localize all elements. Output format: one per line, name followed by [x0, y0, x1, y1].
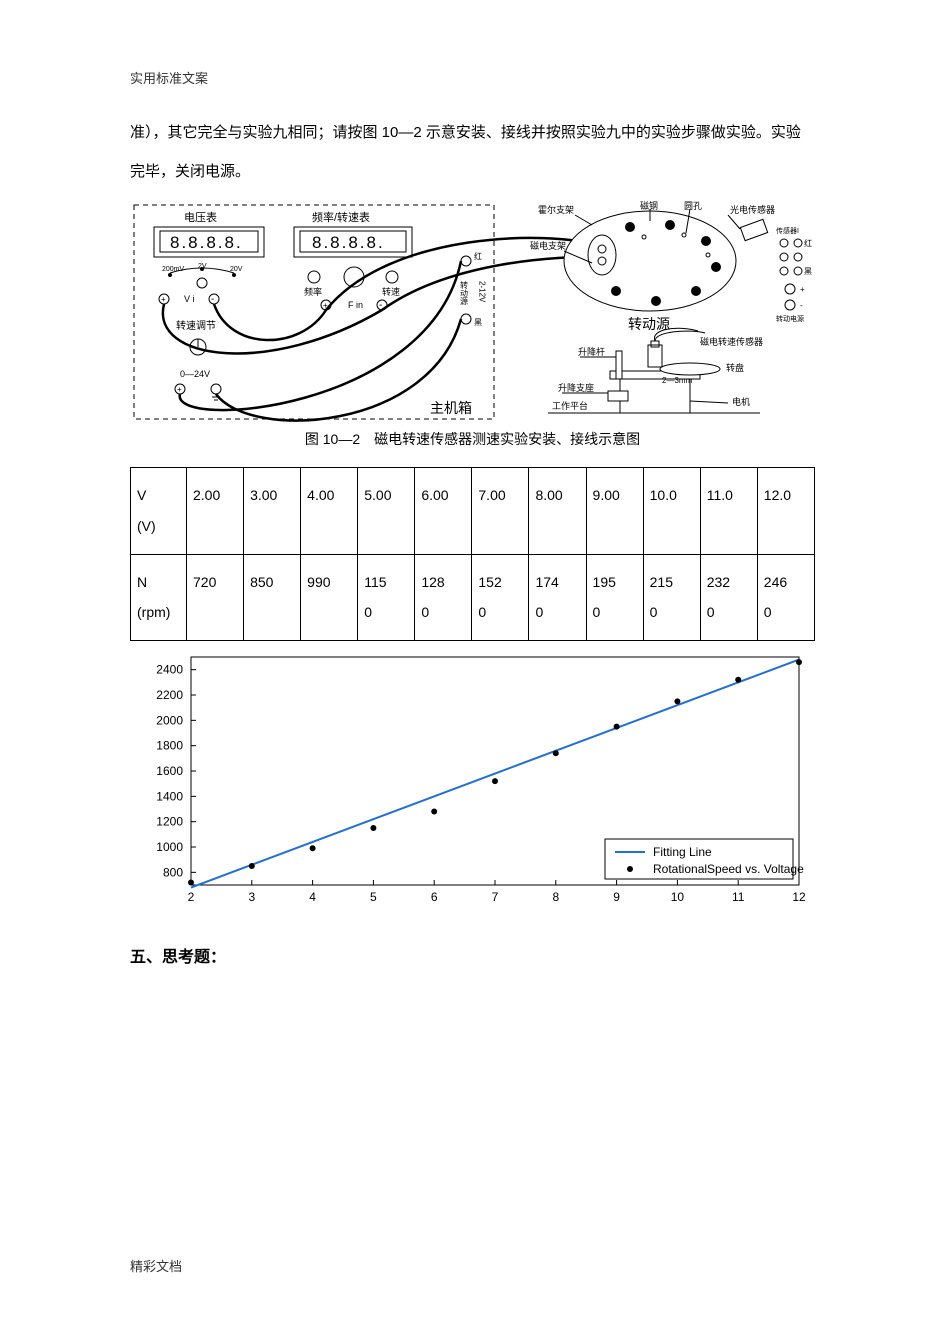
row-header-n: N(rpm)	[131, 554, 187, 641]
svg-text:0—24V: 0—24V	[180, 369, 210, 379]
svg-text:10: 10	[670, 890, 684, 904]
svg-text:11: 11	[731, 890, 744, 904]
svg-text:圆孔: 圆孔	[684, 201, 702, 211]
table-cell: 1520	[472, 554, 529, 641]
page-header: 实用标准文案	[130, 68, 815, 87]
table-row: N(rpm) 720 850 990 1150 1280 1520 1740 1…	[131, 554, 815, 641]
svg-text:2—3mm: 2—3mm	[662, 376, 693, 385]
table-cell: 5.00	[358, 468, 415, 555]
svg-text:2200: 2200	[156, 688, 183, 702]
svg-text:1800: 1800	[156, 739, 183, 753]
data-table: V(V) 2.00 3.00 4.00 5.00 6.00 7.00 8.00 …	[130, 467, 815, 641]
table-row: V(V) 2.00 3.00 4.00 5.00 6.00 7.00 8.00 …	[131, 468, 815, 555]
svg-text:V i: V i	[184, 294, 195, 304]
svg-text:光电传感器: 光电传感器	[730, 204, 775, 215]
svg-text:-: -	[211, 294, 214, 305]
svg-text:转速调节: 转速调节	[176, 319, 216, 332]
svg-text:5: 5	[370, 890, 377, 904]
svg-text:2000: 2000	[156, 714, 183, 728]
svg-text:2-12V: 2-12V	[478, 281, 487, 303]
svg-text:黑: 黑	[474, 318, 482, 327]
section-heading: 五、思考题：	[130, 943, 815, 967]
svg-text:1200: 1200	[156, 815, 183, 829]
svg-text:频率: 频率	[304, 286, 322, 297]
svg-text:4: 4	[309, 890, 316, 904]
table-cell: 2.00	[187, 468, 244, 555]
svg-text:+: +	[800, 285, 805, 294]
freq-rpm-label: 频率/转速表	[312, 210, 370, 224]
body-paragraph: 准），其它完全与实验九相同；请按图 10—2 示意安装、接线并按照实验九中的实验…	[130, 113, 815, 191]
svg-text:+: +	[177, 385, 182, 394]
main-box-label: 主机箱	[430, 400, 472, 416]
svg-text:8: 8	[552, 890, 559, 904]
svg-text:2400: 2400	[156, 663, 183, 677]
table-cell: 12.0	[757, 468, 814, 555]
table-cell: 4.00	[301, 468, 358, 555]
svg-text:-: -	[800, 301, 803, 310]
svg-text:+: +	[161, 295, 166, 304]
table-cell: 1950	[586, 554, 643, 641]
table-cell: 1280	[415, 554, 472, 641]
svg-text:RotationalSpeed vs. Voltage: RotationalSpeed vs. Voltage	[653, 862, 804, 876]
table-cell: 1150	[358, 554, 415, 641]
table-cell: 6.00	[415, 468, 472, 555]
table-cell: 850	[244, 554, 301, 641]
diagram-caption: 图 10—2 磁电转速传感器测速实验安装、接线示意图	[130, 429, 815, 449]
svg-text:工作平台: 工作平台	[552, 400, 588, 411]
svg-text:红: 红	[804, 238, 812, 248]
svg-text:1400: 1400	[156, 790, 183, 804]
svg-text:1000: 1000	[156, 840, 183, 854]
row-header-v: V(V)	[131, 468, 187, 555]
svg-text:1600: 1600	[156, 764, 183, 778]
svg-text:升降杆: 升降杆	[578, 346, 605, 357]
svg-text:12: 12	[792, 890, 806, 904]
table-cell: 3.00	[244, 468, 301, 555]
svg-text:Fitting Line: Fitting Line	[653, 845, 712, 859]
svg-text:F in: F in	[348, 300, 363, 310]
svg-text:磁电转速传感器: 磁电转速传感器	[700, 336, 763, 347]
svg-text:磁电支架: 磁电支架	[530, 240, 566, 251]
svg-text:3: 3	[248, 890, 255, 904]
rpm-voltage-chart: 800 1000 1200 1400 1600 1800 2000 2200 2400 2 3 4 5 6…	[133, 649, 813, 909]
svg-text:6: 6	[430, 890, 437, 904]
svg-text:转速: 转速	[382, 286, 400, 297]
table-cell: 2150	[643, 554, 700, 641]
voltmeter-label: 电压表	[184, 210, 217, 224]
table-cell: 720	[187, 554, 244, 641]
svg-text:9: 9	[613, 890, 620, 904]
svg-text:磁钢: 磁钢	[640, 201, 658, 211]
svg-text:电机: 电机	[732, 396, 750, 407]
svg-text:霍尔支架: 霍尔支架	[538, 204, 574, 215]
svg-text:2: 2	[187, 890, 194, 904]
table-cell: 7.00	[472, 468, 529, 555]
table-cell: 8.00	[529, 468, 586, 555]
table-cell: 1740	[529, 554, 586, 641]
table-cell: 990	[301, 554, 358, 641]
voltmeter-display: 8.8.8.8.	[170, 233, 243, 252]
svg-text:黑: 黑	[804, 267, 812, 276]
table-cell: 9.00	[586, 468, 643, 555]
svg-text:转盘: 转盘	[726, 362, 744, 373]
svg-text:转动源: 转动源	[460, 280, 469, 306]
svg-text:转动电源: 转动电源	[776, 314, 804, 323]
table-cell: 10.0	[643, 468, 700, 555]
freq-display: 8.8.8.8.	[312, 233, 385, 252]
svg-text:7: 7	[491, 890, 498, 904]
svg-text:升降支座: 升降支座	[558, 382, 594, 393]
svg-text:传感器I: 传感器I	[776, 226, 799, 235]
svg-text:800: 800	[162, 866, 182, 880]
table-cell: 11.0	[700, 468, 757, 555]
wiring-diagram: 主机箱 电压表 8.8.8.8. 200mV 2V 20V + V i - 频率…	[130, 201, 815, 423]
svg-text:红: 红	[474, 251, 482, 261]
table-cell: 2460	[757, 554, 814, 641]
page-footer: 精彩文档	[130, 1256, 182, 1275]
table-cell: 2320	[700, 554, 757, 641]
